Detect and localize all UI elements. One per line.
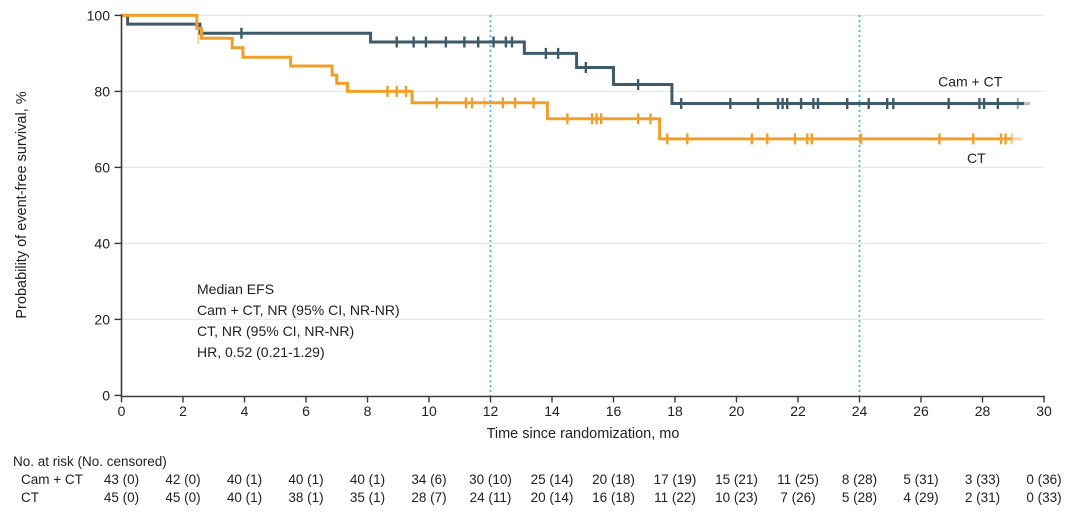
risk-cell: 34 (6) bbox=[411, 472, 446, 487]
risk-cell: 3 (33) bbox=[965, 472, 1000, 487]
risk-cell: 45 (0) bbox=[104, 490, 139, 505]
risk-cell: 40 (1) bbox=[227, 472, 262, 487]
annotation-line: Median EFS bbox=[197, 281, 274, 297]
risk-cell: 11 (25) bbox=[777, 472, 819, 487]
axis-lines bbox=[120, 14, 1045, 398]
y-tick-label: 20 bbox=[94, 311, 110, 327]
risk-cell: 4 (29) bbox=[903, 490, 938, 505]
curve-ct bbox=[121, 13, 1012, 141]
y-tick-labels: 0 20 40 60 80 100 bbox=[87, 7, 111, 403]
risk-cell: 35 (1) bbox=[350, 490, 385, 505]
risk-cell: 2 (31) bbox=[965, 490, 1000, 505]
x-tick-label: 28 bbox=[975, 403, 991, 419]
risk-cell: 42 (0) bbox=[165, 472, 200, 487]
x-tick-label: 12 bbox=[483, 403, 499, 419]
risk-table-header: No. at risk (No. censored) bbox=[13, 454, 167, 469]
risk-cell: 10 (23) bbox=[715, 490, 758, 505]
x-tick-label: 20 bbox=[729, 403, 745, 419]
risk-row-label-cam-ct: Cam + CT bbox=[21, 472, 83, 487]
risk-cell: 0 (36) bbox=[1026, 472, 1061, 487]
risk-cell: 8 (28) bbox=[842, 472, 877, 487]
risk-cell: 45 (0) bbox=[165, 490, 200, 505]
x-tick-label: 10 bbox=[421, 403, 437, 419]
x-tick-label: 18 bbox=[667, 403, 683, 419]
risk-cell: 11 (22) bbox=[654, 490, 696, 505]
annotation-line: Cam + CT, NR (95% CI, NR-NR) bbox=[197, 302, 400, 318]
x-tick-label: 2 bbox=[179, 403, 187, 419]
risk-cell: 43 (0) bbox=[104, 472, 139, 487]
risk-cell: 20 (18) bbox=[592, 472, 635, 487]
x-tick-label: 6 bbox=[302, 403, 310, 419]
risk-row-label-ct: CT bbox=[21, 490, 39, 505]
y-tick-label: 80 bbox=[94, 83, 110, 99]
axes bbox=[114, 14, 1045, 403]
annotation-line: HR, 0.52 (0.21-1.29) bbox=[197, 344, 325, 360]
y-tick-label: 0 bbox=[102, 387, 110, 403]
risk-cell: 7 (26) bbox=[780, 490, 815, 505]
median-efs-annotation: Median EFS Cam + CT, NR (95% CI, NR-NR) CT… bbox=[197, 281, 400, 360]
y-tick-label: 100 bbox=[87, 7, 111, 23]
risk-cell: 15 (21) bbox=[715, 472, 758, 487]
curve-cam-ct bbox=[121, 13, 1025, 106]
gridlines bbox=[121, 14, 1044, 321]
x-tick-label: 14 bbox=[544, 403, 560, 419]
y-axis-title: Probability of event-free survival, % bbox=[14, 91, 30, 318]
survival-curves bbox=[121, 13, 1031, 145]
risk-cell: 20 (14) bbox=[531, 490, 574, 505]
x-tick-label: 22 bbox=[790, 403, 806, 419]
risk-cell: 16 (18) bbox=[592, 490, 635, 505]
risk-cell: 17 (19) bbox=[654, 472, 697, 487]
reference-lines-12-24mo bbox=[489, 15, 861, 397]
x-tick-label: 4 bbox=[241, 403, 249, 419]
risk-cell: 40 (1) bbox=[350, 472, 385, 487]
curve-labels: Cam + CT CT bbox=[938, 73, 1003, 165]
risk-cell: 30 (10) bbox=[469, 472, 512, 487]
risk-table: Cam + CT 43 (0) 42 (0) 40 (1) 40 (1) 40 (1) 34… bbox=[21, 472, 1062, 505]
x-tick-label: 30 bbox=[1036, 403, 1052, 419]
risk-cell: 0 (33) bbox=[1026, 490, 1061, 505]
risk-cell: 40 (1) bbox=[227, 490, 262, 505]
risk-cell: 25 (14) bbox=[531, 472, 574, 487]
x-tick-label: 8 bbox=[364, 403, 372, 419]
x-tick-label: 26 bbox=[913, 403, 929, 419]
x-tick-label: 16 bbox=[606, 403, 622, 419]
x-axis-title: Time since randomization, mo bbox=[487, 426, 680, 442]
x-tick-labels: 0 2 4 6 8 10 12 14 16 18 20 22 24 26 28 30 bbox=[118, 403, 1052, 419]
x-tick-label: 0 bbox=[118, 403, 126, 419]
risk-cell: 24 (11) bbox=[470, 490, 512, 505]
risk-cell: 5 (28) bbox=[842, 490, 877, 505]
curve-label-ct: CT bbox=[967, 150, 986, 166]
y-tick-label: 40 bbox=[94, 235, 110, 251]
annotation-line: CT, NR (95% CI, NR-NR) bbox=[197, 323, 354, 339]
risk-cell: 38 (1) bbox=[288, 490, 323, 505]
y-tick-label: 60 bbox=[94, 159, 110, 175]
risk-cell: 5 (31) bbox=[903, 472, 938, 487]
risk-cell: 40 (1) bbox=[288, 472, 323, 487]
risk-cell: 28 (7) bbox=[411, 490, 446, 505]
x-tick-label: 24 bbox=[852, 403, 868, 419]
curve-label-cam-ct: Cam + CT bbox=[938, 73, 1003, 89]
